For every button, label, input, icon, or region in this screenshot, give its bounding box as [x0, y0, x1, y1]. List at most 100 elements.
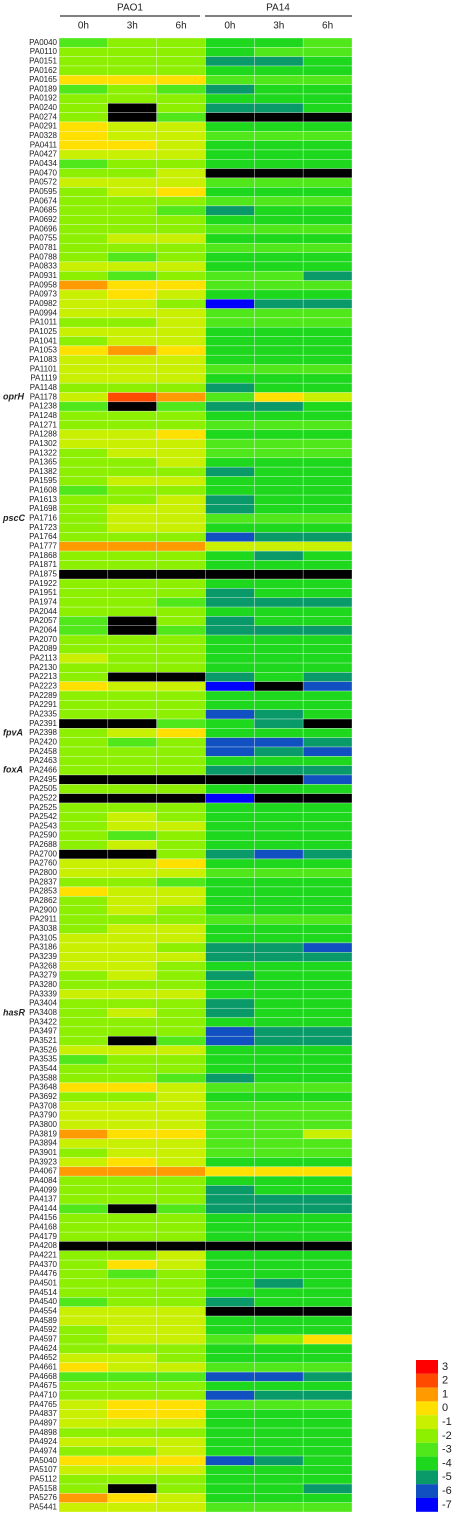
heat-cell — [58, 952, 109, 962]
heat-cell — [302, 737, 353, 748]
heat-cell — [58, 700, 109, 710]
heat-cell — [302, 1334, 353, 1345]
heat-cell — [58, 457, 109, 468]
heat-cell — [156, 1119, 206, 1130]
heat-cell — [156, 215, 206, 225]
heat-cell — [205, 1110, 255, 1121]
heat-cell — [156, 317, 206, 328]
heat-cell — [156, 709, 206, 720]
heat-cell — [156, 597, 206, 608]
row-label: PA2289 — [29, 691, 57, 700]
heat-cell — [156, 345, 206, 356]
heat-cell — [107, 373, 157, 384]
heat-cell — [205, 979, 255, 990]
row-label: PA3790 — [29, 1111, 57, 1120]
row-label: PA4137 — [29, 1195, 57, 1204]
gene-annotation: hasR — [3, 1007, 26, 1017]
heat-cell — [107, 280, 157, 291]
heat-cell — [107, 261, 157, 272]
heat-cell — [254, 1045, 304, 1056]
heat-cell — [302, 830, 353, 841]
heat-cell — [302, 56, 353, 67]
heat-cell — [254, 84, 304, 95]
heat-cell — [107, 728, 157, 738]
heat-cell — [156, 1278, 206, 1289]
row-label: PA4099 — [29, 1185, 57, 1194]
heat-cell — [254, 457, 304, 468]
heat-cell — [302, 289, 353, 300]
heat-cell — [58, 1175, 109, 1186]
row-label: PA4765 — [29, 1400, 57, 1409]
heat-cell — [156, 1437, 206, 1447]
heat-cell — [107, 1409, 157, 1419]
row-label: PA1148 — [30, 383, 58, 392]
row-label: PA0781 — [29, 243, 57, 252]
heat-cell — [58, 1194, 109, 1205]
row-label: PA0931 — [29, 271, 57, 280]
heat-cell — [107, 1315, 157, 1326]
heat-cell — [156, 1063, 206, 1074]
heat-cell — [205, 1231, 255, 1242]
heat-cell — [254, 1446, 304, 1457]
heat-cell — [58, 914, 109, 925]
heat-cell — [107, 1502, 157, 1513]
heat-cell — [254, 728, 304, 738]
row-label: PA2900 — [29, 905, 57, 914]
heat-cell — [302, 1269, 353, 1280]
heat-cell — [156, 75, 206, 85]
heat-cell — [107, 1073, 157, 1084]
heat-cell — [205, 103, 255, 113]
heat-cell — [254, 1353, 304, 1363]
heat-cell — [205, 709, 255, 720]
heat-cell — [205, 952, 255, 962]
heat-cell — [205, 354, 255, 365]
row-label: PA2688 — [29, 840, 57, 849]
heat-cell — [205, 1259, 255, 1270]
row-label: PA1178 — [30, 392, 58, 401]
row-label: PA3280 — [29, 980, 57, 989]
heat-cell — [156, 1250, 206, 1261]
row-label: PA0434 — [29, 159, 57, 168]
heat-cell — [107, 1175, 157, 1186]
heat-cell — [254, 1493, 304, 1503]
heat-cell — [254, 961, 304, 972]
row-label: PA0274 — [29, 112, 57, 121]
heat-cell — [156, 476, 206, 487]
heat-cell — [156, 868, 206, 878]
heat-cell — [58, 1026, 109, 1037]
heat-cell — [254, 1474, 304, 1485]
heat-cell — [254, 905, 304, 916]
row-label: PA4924 — [29, 1437, 57, 1446]
heat-cell — [254, 1026, 304, 1037]
heat-cell — [205, 410, 255, 421]
heat-cell — [107, 644, 157, 654]
heat-cell — [58, 504, 109, 515]
heat-cell — [107, 448, 157, 459]
heat-cell — [107, 532, 157, 543]
heat-cell — [302, 1250, 353, 1261]
heat-cell — [302, 168, 353, 179]
heat-cell — [205, 317, 255, 328]
colorbar-label: -3 — [442, 1444, 452, 1456]
heat-cell — [205, 1250, 255, 1261]
row-label: PA2057 — [29, 616, 57, 625]
heat-cell — [302, 569, 353, 580]
heat-cell — [107, 700, 157, 710]
heat-cell — [302, 205, 353, 216]
heat-cell — [302, 1007, 353, 1018]
heat-cell — [58, 392, 109, 403]
row-label: PA2525 — [29, 803, 57, 812]
heat-cell — [254, 466, 304, 477]
heat-cell — [156, 1203, 206, 1214]
row-label: PA0151 — [29, 56, 57, 65]
heat-cell — [302, 1371, 353, 1382]
heat-cell — [107, 924, 157, 934]
row-label: PA2837 — [29, 877, 57, 886]
row-label: PA0788 — [29, 252, 57, 261]
heat-cell — [58, 1203, 109, 1214]
heat-cell — [156, 989, 206, 1000]
row-label: PA4179 — [29, 1232, 57, 1241]
heat-cell — [302, 1017, 353, 1028]
heat-cell — [107, 1278, 157, 1289]
heat-cell — [205, 466, 255, 477]
